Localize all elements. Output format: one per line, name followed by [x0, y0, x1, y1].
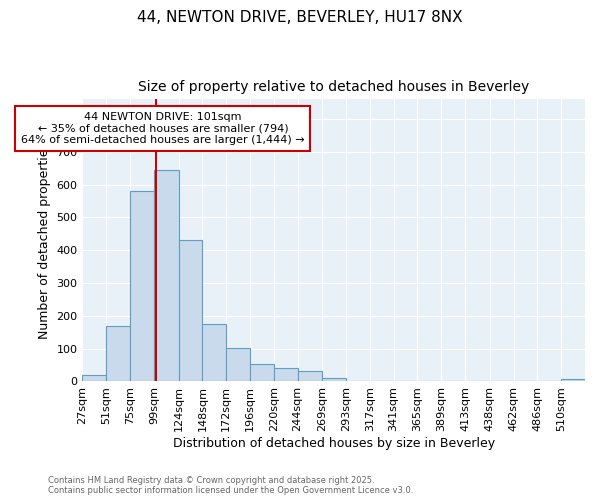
X-axis label: Distribution of detached houses by size in Beverley: Distribution of detached houses by size … — [173, 437, 495, 450]
Text: Contains HM Land Registry data © Crown copyright and database right 2025.
Contai: Contains HM Land Registry data © Crown c… — [48, 476, 413, 495]
Bar — [274, 368, 298, 382]
Bar — [226, 348, 250, 382]
Title: Size of property relative to detached houses in Beverley: Size of property relative to detached ho… — [138, 80, 529, 94]
Bar — [561, 380, 585, 382]
Bar — [154, 170, 179, 382]
Text: 44, NEWTON DRIVE, BEVERLEY, HU17 8NX: 44, NEWTON DRIVE, BEVERLEY, HU17 8NX — [137, 10, 463, 25]
Y-axis label: Number of detached properties: Number of detached properties — [38, 142, 51, 339]
Bar — [250, 364, 274, 382]
Bar — [298, 371, 322, 382]
Bar — [179, 240, 202, 382]
Bar — [202, 324, 226, 382]
Text: 44 NEWTON DRIVE: 101sqm
← 35% of detached houses are smaller (794)
64% of semi-d: 44 NEWTON DRIVE: 101sqm ← 35% of detache… — [21, 112, 305, 145]
Bar — [130, 191, 154, 382]
Bar — [82, 375, 106, 382]
Bar — [106, 326, 130, 382]
Bar — [322, 378, 346, 382]
